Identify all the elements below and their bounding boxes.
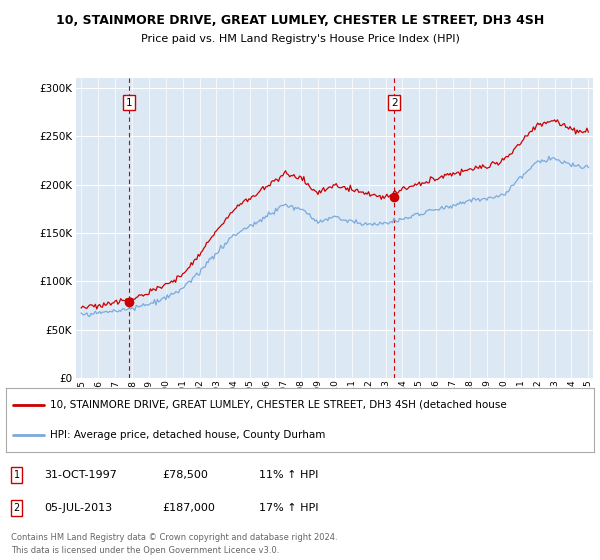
Text: 10, STAINMORE DRIVE, GREAT LUMLEY, CHESTER LE STREET, DH3 4SH (detached house: 10, STAINMORE DRIVE, GREAT LUMLEY, CHEST…	[50, 400, 507, 410]
Text: 2: 2	[13, 503, 20, 513]
Text: 2: 2	[391, 97, 397, 108]
Text: 10, STAINMORE DRIVE, GREAT LUMLEY, CHESTER LE STREET, DH3 4SH: 10, STAINMORE DRIVE, GREAT LUMLEY, CHEST…	[56, 14, 544, 27]
Text: 05-JUL-2013: 05-JUL-2013	[44, 503, 112, 513]
Text: Price paid vs. HM Land Registry's House Price Index (HPI): Price paid vs. HM Land Registry's House …	[140, 34, 460, 44]
Text: 31-OCT-1997: 31-OCT-1997	[44, 470, 117, 480]
Text: HPI: Average price, detached house, County Durham: HPI: Average price, detached house, Coun…	[50, 430, 325, 440]
Text: £78,500: £78,500	[162, 470, 208, 480]
Text: 17% ↑ HPI: 17% ↑ HPI	[259, 503, 319, 513]
Text: 11% ↑ HPI: 11% ↑ HPI	[259, 470, 318, 480]
Text: Contains HM Land Registry data © Crown copyright and database right 2024.
This d: Contains HM Land Registry data © Crown c…	[11, 533, 337, 554]
Text: 1: 1	[14, 470, 20, 480]
Text: £187,000: £187,000	[162, 503, 215, 513]
Text: 1: 1	[126, 97, 133, 108]
